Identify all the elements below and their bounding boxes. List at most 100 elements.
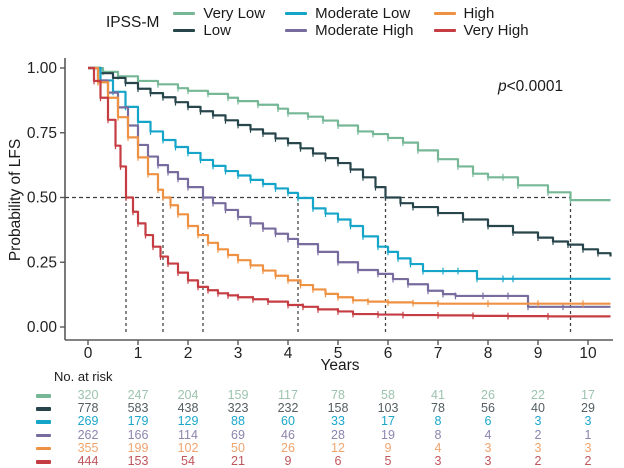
p-value-annotation: p<0.0001 — [498, 78, 563, 96]
x-tick-label: 4 — [284, 345, 293, 362]
risk-count: 8 — [434, 427, 442, 442]
risk-count: 8 — [434, 414, 442, 429]
legend-item-label: Low — [203, 22, 231, 39]
legend-swatch-icon — [285, 29, 308, 32]
risk-count: 232 — [277, 401, 299, 416]
risk-count: 103 — [377, 401, 399, 416]
risk-count: 247 — [127, 388, 149, 402]
risk-count: 46 — [281, 427, 295, 442]
legend-swatch-icon — [285, 12, 308, 15]
risk-count: 129 — [177, 414, 199, 429]
risk-count: 41 — [431, 388, 445, 402]
legend-item-label: High — [463, 5, 495, 22]
risk-count: 3 — [434, 454, 442, 468]
risk-count: 114 — [178, 427, 198, 442]
risk-count: 60 — [281, 414, 295, 429]
legend-item-moderate-high: Moderate High — [285, 22, 414, 39]
x-tick-label: 8 — [484, 345, 493, 362]
risk-count: 78 — [331, 388, 345, 402]
risk-count: 1 — [584, 427, 592, 442]
legend: IPSS-M Very Low Low Moderate Low Moderate H… — [106, 5, 529, 39]
legend-item-moderate-low: Moderate Low — [285, 5, 413, 22]
legend-swatch-icon — [173, 12, 196, 15]
risk-count: 204 — [177, 388, 199, 402]
risk-count: 117 — [278, 388, 298, 402]
risk-count: 269 — [77, 414, 99, 429]
risk-count: 58 — [381, 388, 395, 402]
risk-count: 153 — [127, 454, 149, 468]
risk-count: 3 — [584, 414, 592, 429]
risk-count: 159 — [227, 388, 249, 402]
risk-count: 50 — [231, 440, 245, 455]
x-tick-label: 5 — [334, 345, 343, 362]
risk-count: 26 — [481, 388, 495, 402]
risk-count: 6 — [484, 414, 492, 429]
y-tick-label: 0.75 — [27, 125, 57, 142]
x-axis-title: Years — [320, 357, 360, 374]
y-tick-label: 0.25 — [27, 254, 57, 271]
risk-count: 355 — [77, 440, 99, 455]
risk-count: 56 — [481, 401, 495, 416]
x-tick-label: 3 — [234, 345, 243, 362]
risk-count: 21 — [231, 454, 245, 468]
risk-row-swatch-icon — [36, 433, 51, 438]
risk-count: 29 — [581, 401, 595, 416]
risk-count: 2 — [584, 454, 592, 468]
risk-count: 323 — [227, 401, 249, 416]
y-tick-label: 0.50 — [27, 190, 58, 207]
risk-count: 6 — [334, 454, 342, 468]
x-tick-label: 0 — [84, 345, 93, 362]
km-curve-low — [88, 66, 612, 257]
risk-count: 2 — [534, 427, 542, 442]
risk-row-swatch-icon — [36, 420, 51, 424]
risk-count: 3 — [584, 440, 592, 455]
legend-item-label: Moderate High — [315, 22, 414, 39]
risk-count: 158 — [327, 401, 349, 416]
risk-count: 102 — [177, 440, 199, 455]
x-tick-label: 9 — [534, 345, 543, 362]
x-tick-label: 10 — [579, 345, 597, 362]
y-tick-label: 1.00 — [27, 60, 58, 77]
risk-count: 28 — [331, 427, 345, 442]
risk-count: 88 — [231, 414, 245, 429]
x-tick-label: 6 — [384, 345, 393, 362]
legend-swatch-icon — [433, 29, 456, 32]
risk-count: 22 — [531, 388, 545, 402]
risk-count: 179 — [127, 414, 149, 429]
legend-swatch-icon — [433, 12, 456, 15]
legend-item-low: Low — [173, 22, 265, 39]
risk-count: 4 — [434, 440, 442, 455]
risk-count: 33 — [331, 414, 345, 429]
km-curve-very-high — [88, 66, 611, 318]
risk-count: 583 — [127, 401, 149, 416]
p-value-text: <0.0001 — [506, 78, 564, 95]
legend-item-label: Very High — [463, 22, 529, 39]
legend-items: Very Low Low Moderate Low Moderate High High… — [173, 5, 529, 39]
legend-item-very-high: Very High — [433, 22, 529, 39]
risk-count: 19 — [381, 427, 395, 442]
risk-row-very-high: 444 153 54 21 9 6 5 3 3 2 2 — [0, 455, 624, 468]
y-axis-title: Probability of LFS — [7, 138, 24, 262]
risk-count: 3 — [534, 414, 542, 429]
risk-count: 2 — [534, 454, 542, 468]
p-value-symbol: p — [498, 78, 507, 95]
risk-count: 26 — [281, 440, 295, 455]
risk-count: 17 — [581, 388, 595, 402]
risk-count: 444 — [77, 454, 99, 468]
risk-count: 9 — [384, 440, 392, 455]
risk-row-moderate-high: 262 166 114 69 46 28 19 8 4 2 1 — [0, 427, 624, 442]
risk-count: 9 — [284, 454, 292, 468]
risk-row-swatch-icon — [36, 407, 51, 411]
risk-count: 54 — [181, 454, 195, 468]
risk-count: 166 — [127, 427, 149, 442]
risk-row-high: 355 199 102 50 26 12 9 4 3 3 3 — [0, 440, 624, 455]
risk-count: 78 — [431, 401, 445, 416]
legend-item-label: Moderate Low — [315, 5, 411, 22]
x-tick-label: 1 — [134, 345, 143, 362]
risk-count: 40 — [531, 401, 545, 416]
risk-count: 17 — [381, 414, 395, 429]
risk-count: 262 — [77, 427, 99, 442]
risk-count: 3 — [484, 440, 492, 455]
